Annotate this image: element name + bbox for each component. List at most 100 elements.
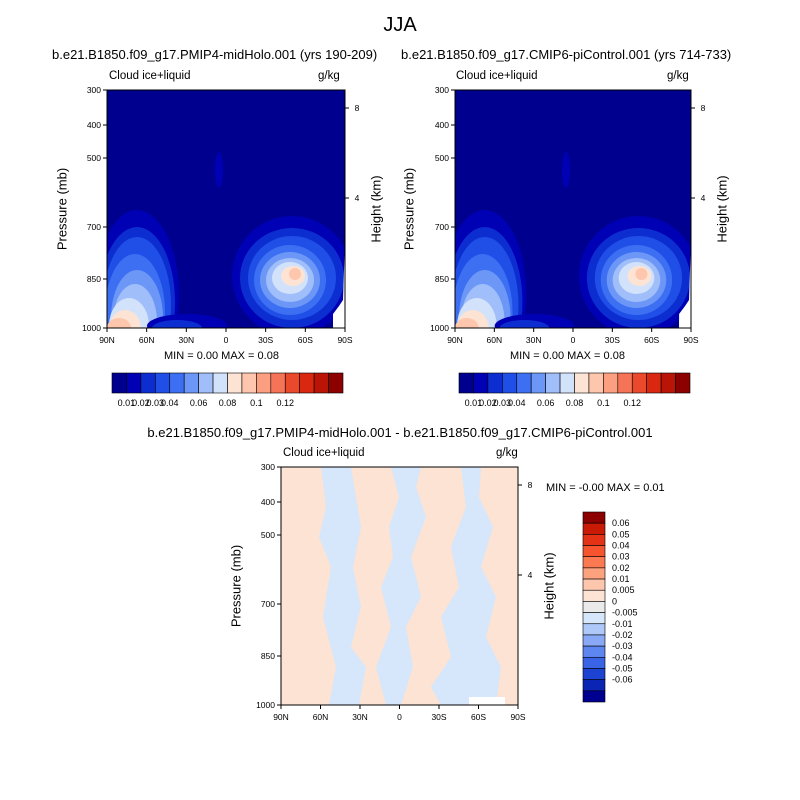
left-colorbar-swatch [313,372,329,394]
right-panel-field [455,90,691,328]
left-panel-ytick-label: 300 [87,85,101,95]
diff-panel-xtick-label: 60N [313,712,329,722]
right-colorbar-swatch [516,372,532,394]
right-panel-ytick-label: 300 [435,85,449,95]
right-colorbar-swatch [603,372,619,394]
left-panel-contour-fill [289,268,301,280]
left-colorbar-swatch [140,372,156,394]
left-panel-ytick-label: 500 [87,153,101,163]
right-colorbar-label: 0.03 [494,398,512,408]
left-colorbar-swatch [198,372,214,394]
right-colorbar: 0.010.020.030.04 0.06 0.08 0.1 0.12 [458,372,691,408]
right-panel-xtick-label: 90N [447,335,463,345]
left-colorbar-label: 0.02 [132,398,150,408]
left-colorbar-label: 0.1 [250,398,263,408]
right-colorbar-swatch [631,372,647,394]
right-colorbar-swatch [675,372,691,394]
right-colorbar-label: 0.12 [623,398,641,408]
left-colorbar-label: 0.03 [147,398,165,408]
diff-panel-ytick-label: 400 [261,497,275,507]
diff-colorbar-label: -0.04 [612,652,633,662]
left-colorbar-label: 0.04 [161,398,179,408]
left-panel-xtick-label: 30S [258,335,273,345]
diff-panel-ytick-label: 1000 [256,700,275,710]
right-colorbar-swatch [545,372,561,394]
diff-colorbar-swatch [582,534,606,546]
diff-colorbar-label: 0.02 [612,563,630,573]
right-colorbar-swatch [502,372,518,394]
left-panel-missing-region-top [333,240,345,328]
right-colorbar-swatch [588,372,604,394]
left-panel-xtick-label: 30N [179,335,195,345]
left-colorbar-swatch [256,372,272,394]
left-colorbar-swatch [299,372,315,394]
right-panel-title: b.e21.B1850.f09_g17.CMIP6-piControl.001 … [401,47,732,62]
left-colorbar-swatch [241,372,257,394]
diff-colorbar-label: 0.06 [612,518,630,528]
diff-colorbar-swatch [582,556,606,569]
right-panel-ytick-label: 850 [435,274,449,284]
diff-panel-xtick-label: 30S [431,712,446,722]
left-panel-xtick-label: 60N [139,335,155,345]
diff-panel-xtick-label: 0 [397,712,402,722]
right-colorbar-swatch [617,372,633,394]
diff-colorbar-label: 0.01 [612,574,630,584]
diff-panel-ytick-label: 850 [261,651,275,661]
diff-colorbar-label: -0.03 [612,641,633,651]
right-units-label: g/kg [667,70,689,82]
diff-panel-contour-fill [281,467,336,705]
diff-colorbar-label: -0.06 [612,675,633,685]
left-units-label: g/kg [318,70,340,82]
right-colorbar-swatch [646,372,662,394]
diff-panel-contour-fill [401,467,466,705]
diff-colorbar-swatch [582,578,606,591]
right-panel-ytick-right-label: 4 [701,193,706,203]
diff-colorbar-label: 0 [612,596,617,606]
diff-colorbar-label: 0.04 [612,541,630,551]
left-colorbar-swatch [284,372,300,394]
left-colorbar-swatch [155,372,171,394]
diff-colorbar-swatch [582,690,606,703]
left-panel-xtick-label: 90S [337,335,352,345]
left-colorbar-label: 0.12 [276,398,294,408]
left-panel-axes: 90N 60N 30N 0 30S 60S 90S 300 400 500 700 850 1000 8 4 [82,85,360,345]
diff-colorbar-swatch [582,601,606,613]
right-panel-ytick-label: 700 [435,222,449,232]
diff-panel-ytick-right-label: 8 [528,480,533,490]
right-panel-xtick-label: 90S [683,335,698,345]
right-colorbar-swatch [458,372,474,394]
left-colorbar-swatch [126,372,142,394]
right-panel-ytick-label: 400 [435,120,449,130]
diff-panel-contour-fill [351,467,399,705]
right-panel-ytick-label: 1000 [430,323,449,333]
left-colorbar-swatch [111,372,127,394]
left-colorbar-label: 0.08 [219,398,237,408]
left-panel-contour-fill [107,318,131,328]
diff-panel-ytick-label: 500 [261,530,275,540]
diff-colorbar-label: -0.005 [612,608,638,618]
diff-colorbar-swatch [582,545,606,558]
left-colorbar-swatch [227,372,243,394]
left-panel-title: b.e21.B1850.f09_g17.PMIP4-midHolo.001 (y… [52,47,378,62]
left-panel-xtick-label: 90N [99,335,115,345]
diff-panel-ytick-right-label: 4 [528,570,533,580]
right-colorbar-label: 0.04 [508,398,526,408]
left-panel-ytick-right-label: 8 [355,103,360,113]
right-panel-axes: 90N 60N 30N 0 30S 60S 90S 300 400 500 700 850 1000 8 4 [430,85,706,345]
right-colorbar-label: 0.01 [465,398,483,408]
diff-colorbar-swatch [582,656,606,669]
right-panel-missing-region-top [679,240,691,328]
right-colorbar-label: 0.08 [566,398,584,408]
left-variable-label: Cloud ice+liquid [109,70,191,82]
diff-colorbar-swatch [582,668,606,680]
diff-colorbar-swatch [582,612,606,625]
diff-colorbar-label: -0.05 [612,663,633,673]
right-panel-xtick-label: 30N [526,335,542,345]
right-panel-contour-fill [499,320,550,328]
diff-panel-xtick-label: 30N [352,712,368,722]
right-colorbar-swatch [487,372,503,394]
diff-colorbar-swatch [582,645,606,658]
left-panel-ytick-label: 850 [87,274,101,284]
left-panel-ytick-label: 400 [87,120,101,130]
